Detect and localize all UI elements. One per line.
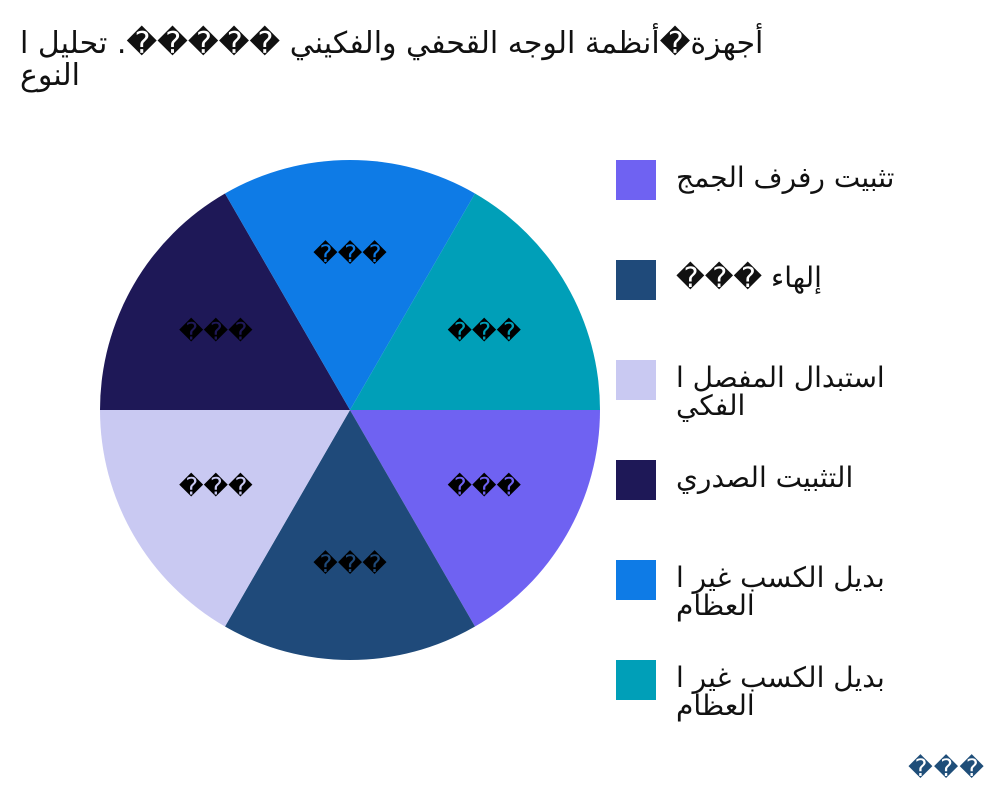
legend-item-2[interactable]: إلهاء ���	[616, 260, 1000, 320]
pie-slice-4[interactable]	[100, 193, 350, 410]
legend-item-5[interactable]: بديل الكسب غير ا العظام	[616, 560, 1000, 620]
legend-label-5: بديل الكسب غير ا العظام	[676, 561, 885, 622]
pie-slice-label-6: ���	[447, 318, 521, 346]
legend-swatch-3	[616, 360, 656, 400]
legend-label-6: بديل الكسب غير ا العظام	[676, 661, 885, 722]
legend-label-2: إلهاء ���	[676, 261, 822, 294]
legend-item-1[interactable]: تثبيت رفرف الجمج	[616, 160, 1000, 220]
chart-title: أجهزة�أنظمة الوجه القحفي والفكيني �����.…	[20, 28, 1000, 92]
pie-slice-label-5: ���	[313, 240, 387, 268]
pie-slice-label-2: ���	[313, 550, 387, 578]
legend-label-3: استبدال المفصل ا الفكي	[676, 361, 885, 422]
legend-label-1: تثبيت رفرف الجمج	[676, 161, 895, 194]
legend-swatch-2	[616, 260, 656, 300]
legend-swatch-1	[616, 160, 656, 200]
pie-slice-label-3: ���	[179, 473, 253, 501]
pie-slice-6[interactable]	[350, 193, 600, 410]
chart-title-line-1: أجهزة�أنظمة الوجه القحفي والفكيني �����.…	[20, 26, 764, 61]
legend-item-4[interactable]: التثبيت الصدري	[616, 460, 1000, 520]
pie-slice-5[interactable]	[225, 159, 475, 410]
legend-label-4: التثبيت الصدري	[676, 461, 854, 494]
pie-slice-3[interactable]	[100, 410, 350, 627]
chart-title-line-2: النوع	[20, 58, 80, 93]
pie-slice-label-1: ���	[447, 473, 521, 501]
legend-swatch-4	[616, 460, 656, 500]
pie-slice-2[interactable]	[225, 410, 475, 661]
legend-swatch-6	[616, 660, 656, 700]
pie-slice-label-4: ���	[179, 318, 253, 346]
legend-swatch-5	[616, 560, 656, 600]
brand-watermark: ���	[908, 754, 985, 782]
legend-item-6[interactable]: بديل الكسب غير ا العظام	[616, 660, 1000, 720]
legend-item-3[interactable]: استبدال المفصل ا الفكي	[616, 360, 1000, 420]
pie-slice-1[interactable]	[350, 410, 600, 627]
